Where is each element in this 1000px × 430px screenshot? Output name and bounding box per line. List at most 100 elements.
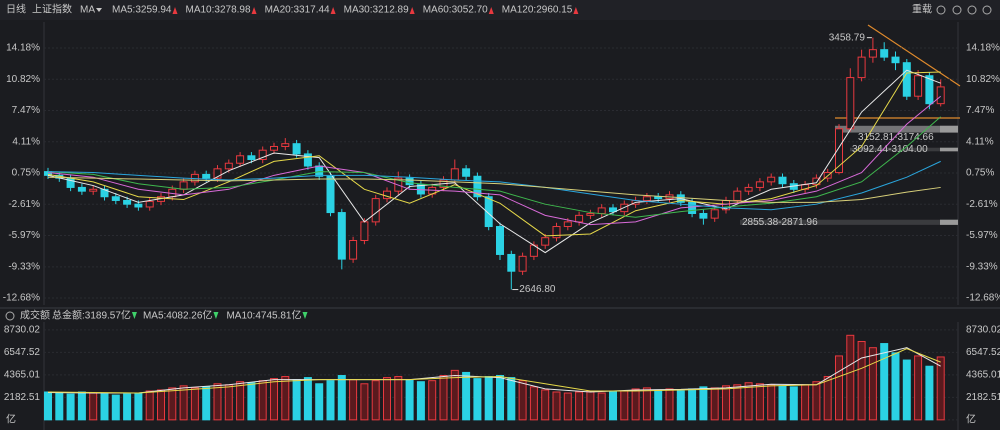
volume-bar xyxy=(936,356,945,421)
icon[interactable] xyxy=(967,5,977,15)
volume-bar xyxy=(575,391,584,421)
dropdown-icon[interactable] xyxy=(96,8,102,12)
candle-body xyxy=(586,212,595,216)
volume-bar xyxy=(631,388,640,421)
price-zone xyxy=(740,219,958,225)
candle-body xyxy=(202,173,211,179)
candle-body xyxy=(778,176,787,185)
y-tick-label: -5.97% xyxy=(966,230,998,241)
ma-line xyxy=(47,116,942,218)
volume-bar xyxy=(326,380,335,421)
candle-body xyxy=(77,186,86,192)
candle-body xyxy=(688,201,697,214)
volume-bar xyxy=(744,382,753,421)
volume-bar xyxy=(394,376,403,421)
up-arrow xyxy=(488,7,494,14)
up-arrow xyxy=(573,7,579,14)
candle-body xyxy=(405,177,414,186)
down-arrow xyxy=(213,312,219,319)
symbol[interactable]: 上证指数 xyxy=(32,3,72,16)
candle-body xyxy=(303,153,312,167)
candle-body xyxy=(857,56,866,79)
candle-body xyxy=(281,143,290,147)
top-bar xyxy=(0,0,1000,20)
price-zone-stub xyxy=(940,219,958,225)
y-tick-label: -9.33% xyxy=(966,261,998,272)
candle-body xyxy=(213,168,222,179)
candle-body xyxy=(552,226,561,239)
volume-bar xyxy=(190,387,199,421)
volume-bar xyxy=(755,383,764,421)
volume-bar xyxy=(710,387,719,421)
volume-bar xyxy=(665,388,674,421)
volume-bar xyxy=(496,375,504,421)
y-tick-label: 2182.51 xyxy=(4,392,41,403)
volume-bar xyxy=(247,382,256,421)
volume-bar xyxy=(688,388,697,421)
volume-bar xyxy=(552,391,561,421)
volume-bar xyxy=(224,384,233,421)
volume-bar xyxy=(767,384,776,421)
volume-bar xyxy=(337,375,346,421)
candle-body xyxy=(123,199,132,205)
volume-bar xyxy=(880,343,889,421)
icon[interactable] xyxy=(952,5,962,15)
total-amount: 总金额:3189.57亿 xyxy=(52,309,131,322)
volume-bar xyxy=(801,384,810,421)
legend-entry: MA20:3317.44 xyxy=(265,5,330,16)
candle-body xyxy=(541,237,550,246)
volume-bar xyxy=(168,387,177,421)
candle-body xyxy=(496,226,504,255)
y-tick-label: -5.97% xyxy=(8,230,40,241)
volume-bar xyxy=(699,386,708,421)
candle-body xyxy=(767,176,776,183)
y-tick-label: 0.75% xyxy=(12,168,40,179)
candle-body xyxy=(224,162,233,170)
volume-bar xyxy=(620,390,629,421)
volume-bar xyxy=(383,377,391,421)
volume-bar xyxy=(111,394,120,421)
candle-body xyxy=(111,196,120,201)
ma-line xyxy=(47,176,941,203)
volume-bar xyxy=(428,380,437,421)
y-tick-label: 2182.51 xyxy=(966,392,1000,403)
y-tick-label: 4365.01 xyxy=(966,369,1000,380)
price-zone xyxy=(835,125,958,133)
y-tick-label: 4.11% xyxy=(12,136,40,147)
volume-bar xyxy=(563,392,572,421)
y-tick-label: 14.18% xyxy=(6,43,40,54)
candle-body xyxy=(462,168,471,177)
volume-bar xyxy=(270,378,278,421)
period[interactable]: 日线 xyxy=(6,3,26,16)
candle-body xyxy=(925,75,934,105)
y-tick-label: 14.18% xyxy=(966,43,1000,54)
volume-bar xyxy=(44,391,52,421)
icon[interactable] xyxy=(5,311,15,321)
candle-body xyxy=(812,177,821,186)
volume-bar xyxy=(541,389,550,421)
ma-line xyxy=(47,160,941,211)
candle-body xyxy=(654,196,663,200)
candle-body xyxy=(642,196,651,201)
candle-body xyxy=(710,209,719,219)
y-tick-label: 4.11% xyxy=(966,136,994,147)
y-tick-label: 亿 xyxy=(6,412,16,425)
volume-bar xyxy=(789,386,798,421)
candle-body xyxy=(258,149,267,161)
y-tick-label: 0.75% xyxy=(966,168,994,179)
volume-bar xyxy=(518,380,527,421)
volume-bar xyxy=(868,347,877,421)
volume-bar xyxy=(450,369,459,421)
reload[interactable]: 重载 xyxy=(912,3,932,16)
icon[interactable] xyxy=(936,5,946,15)
y-tick-label: -12.68% xyxy=(3,293,40,304)
icon[interactable] xyxy=(982,5,992,15)
indicator[interactable]: MA xyxy=(80,5,95,16)
volume-bar xyxy=(462,371,471,421)
y-tick-label: 8730.02 xyxy=(4,324,41,335)
annotation-label: 2646.80 xyxy=(519,284,556,295)
candle-body xyxy=(292,143,301,155)
trend-line xyxy=(867,24,961,87)
